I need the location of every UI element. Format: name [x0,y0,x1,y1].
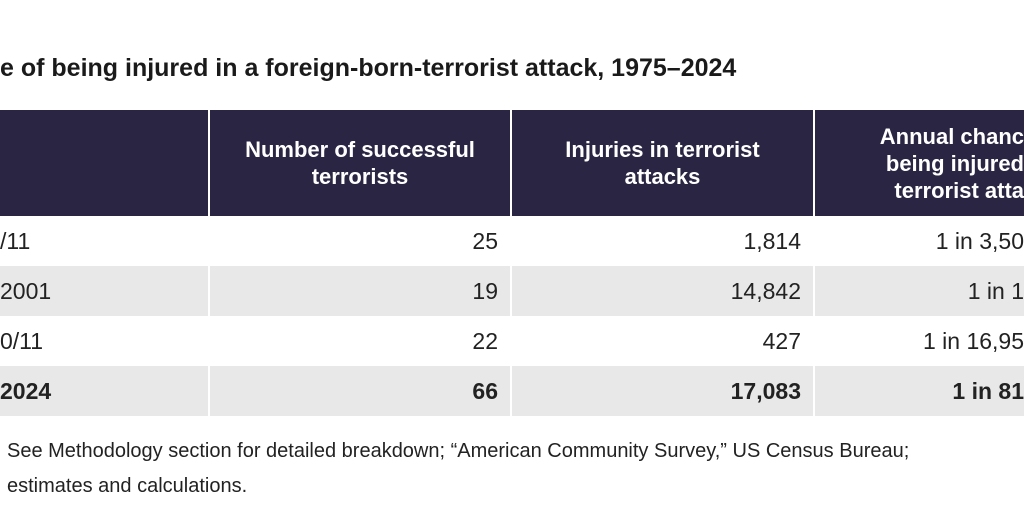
cell: 1 in 16,95 [922,327,1024,354]
cell: 427 [511,316,815,366]
row-label: 2024 [0,366,210,416]
header-cell [0,110,210,216]
table-body: /11 25 1,814 1 in 3,50 2001 19 14,842 1 in 1 0/1… [0,216,1024,416]
cell: 19 [209,266,512,316]
header-line: Annual chanc [879,123,1024,149]
header-line: terrorists [311,164,409,189]
table-row: 2024 66 17,083 1 in 81 [0,366,1024,416]
cell: 17,083 [511,366,815,416]
table-row: /11 25 1,814 1 in 3,50 [0,216,1024,266]
cell: 66 [209,366,512,416]
header-line: terrorist atta [894,177,1024,203]
row-label: /11 [0,216,210,266]
header-line: Number of successful [245,137,475,162]
cell: 25 [209,216,512,266]
cell: 22 [209,316,512,366]
header-line: being injured [885,150,1024,176]
footer-line: estimates and calculations. [7,475,248,497]
cell: 1 in 81 [814,366,1024,416]
data-table: Number of successful terrorists Injuries i… [0,110,1024,416]
footer-line: See Methodology section for detailed bre… [7,440,910,462]
table-row: 2001 19 14,842 1 in 1 [0,266,1024,316]
title: e of being injured in a foreign-born-ter… [0,54,737,82]
header-cell: Number of successful terrorists [209,110,512,216]
table-row: 0/11 22 427 1 in 16,95 [0,316,1024,366]
header-row: Number of successful terrorists Injuries i… [0,110,1024,216]
header-cell: Annual chanc being injured terrorist atta [814,110,1024,216]
cell: 1,814 [511,216,815,266]
cell: 1 in 3,50 [935,227,1024,254]
row-label: 0/11 [0,316,210,366]
header-line: Injuries in terrorist [565,137,760,162]
cell: 14,842 [511,266,815,316]
cell: 1 in 1 [814,266,1024,316]
header-line: attacks [624,164,701,189]
row-label: 2001 [0,266,210,316]
header-cell: Injuries in terrorist attacks [511,110,815,216]
